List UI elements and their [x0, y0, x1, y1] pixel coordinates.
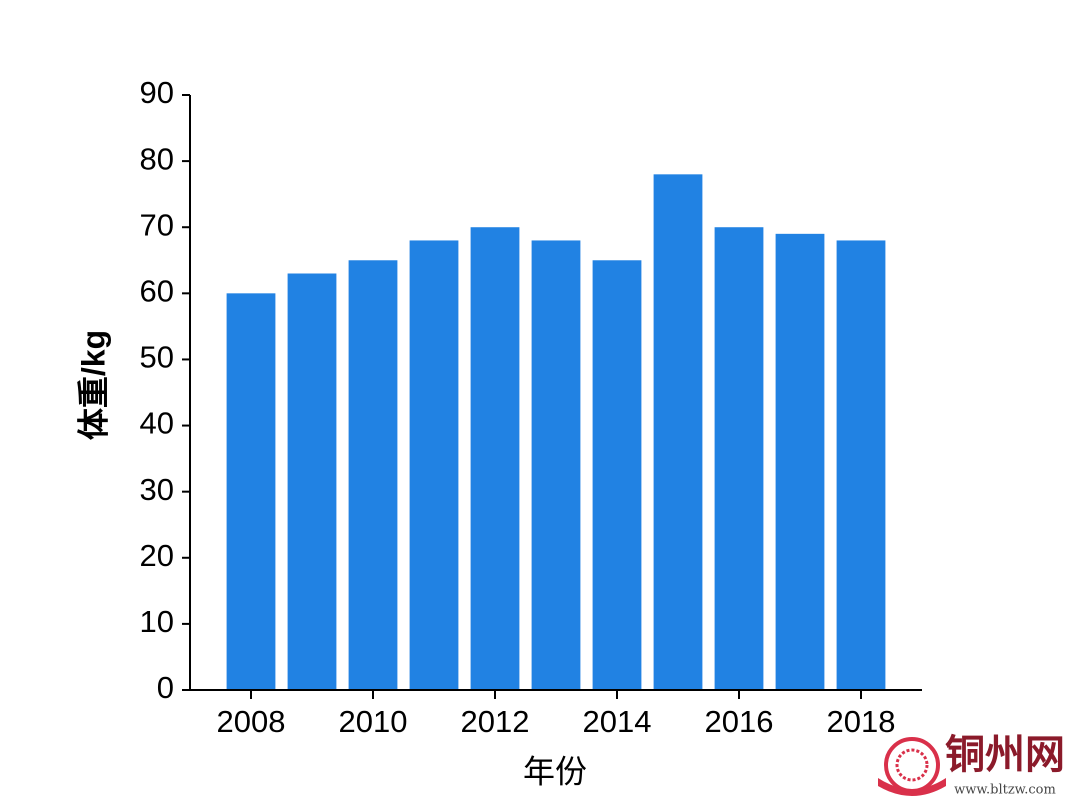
- logo-swoosh: [878, 778, 946, 796]
- bar: [226, 293, 276, 690]
- y-tick-label: 90: [140, 75, 174, 110]
- y-tick-label: 20: [140, 538, 174, 573]
- x-tick-label: 2012: [461, 704, 530, 739]
- y-tick-label: 40: [140, 406, 174, 441]
- logo-inner: [895, 748, 929, 782]
- bar: [775, 233, 825, 691]
- x-tick-label: 2010: [339, 704, 408, 739]
- bar: [531, 240, 581, 690]
- bar: [348, 260, 398, 690]
- y-tick-label: 80: [140, 141, 174, 176]
- bar: [836, 240, 886, 690]
- logo-ring: [884, 737, 940, 793]
- y-axis-title: 体重/kg: [75, 330, 111, 440]
- bar: [592, 260, 642, 690]
- y-tick-label: 30: [140, 472, 174, 507]
- bar: [470, 227, 520, 690]
- bar: [653, 174, 703, 691]
- watermark-text: 铜州网: [945, 731, 1065, 778]
- y-tick-label: 70: [140, 207, 174, 242]
- watermark-url: www.bltzw.com: [954, 783, 1056, 798]
- y-tick-label: 0: [157, 670, 174, 705]
- bar: [409, 240, 459, 690]
- x-tick-label: 2016: [705, 704, 774, 739]
- y-tick-label: 10: [140, 604, 174, 639]
- y-tick-label: 60: [140, 274, 174, 309]
- watermark: 铜州网 www.bltzw.com: [878, 731, 1065, 798]
- bar: [714, 227, 764, 690]
- y-tick-label: 50: [140, 340, 174, 375]
- x-tick-label: 2008: [217, 704, 286, 739]
- x-tick-label: 2014: [583, 704, 652, 739]
- x-tick-label: 2018: [827, 704, 896, 739]
- x-axis-title: 年份: [523, 753, 587, 789]
- bar: [287, 273, 337, 690]
